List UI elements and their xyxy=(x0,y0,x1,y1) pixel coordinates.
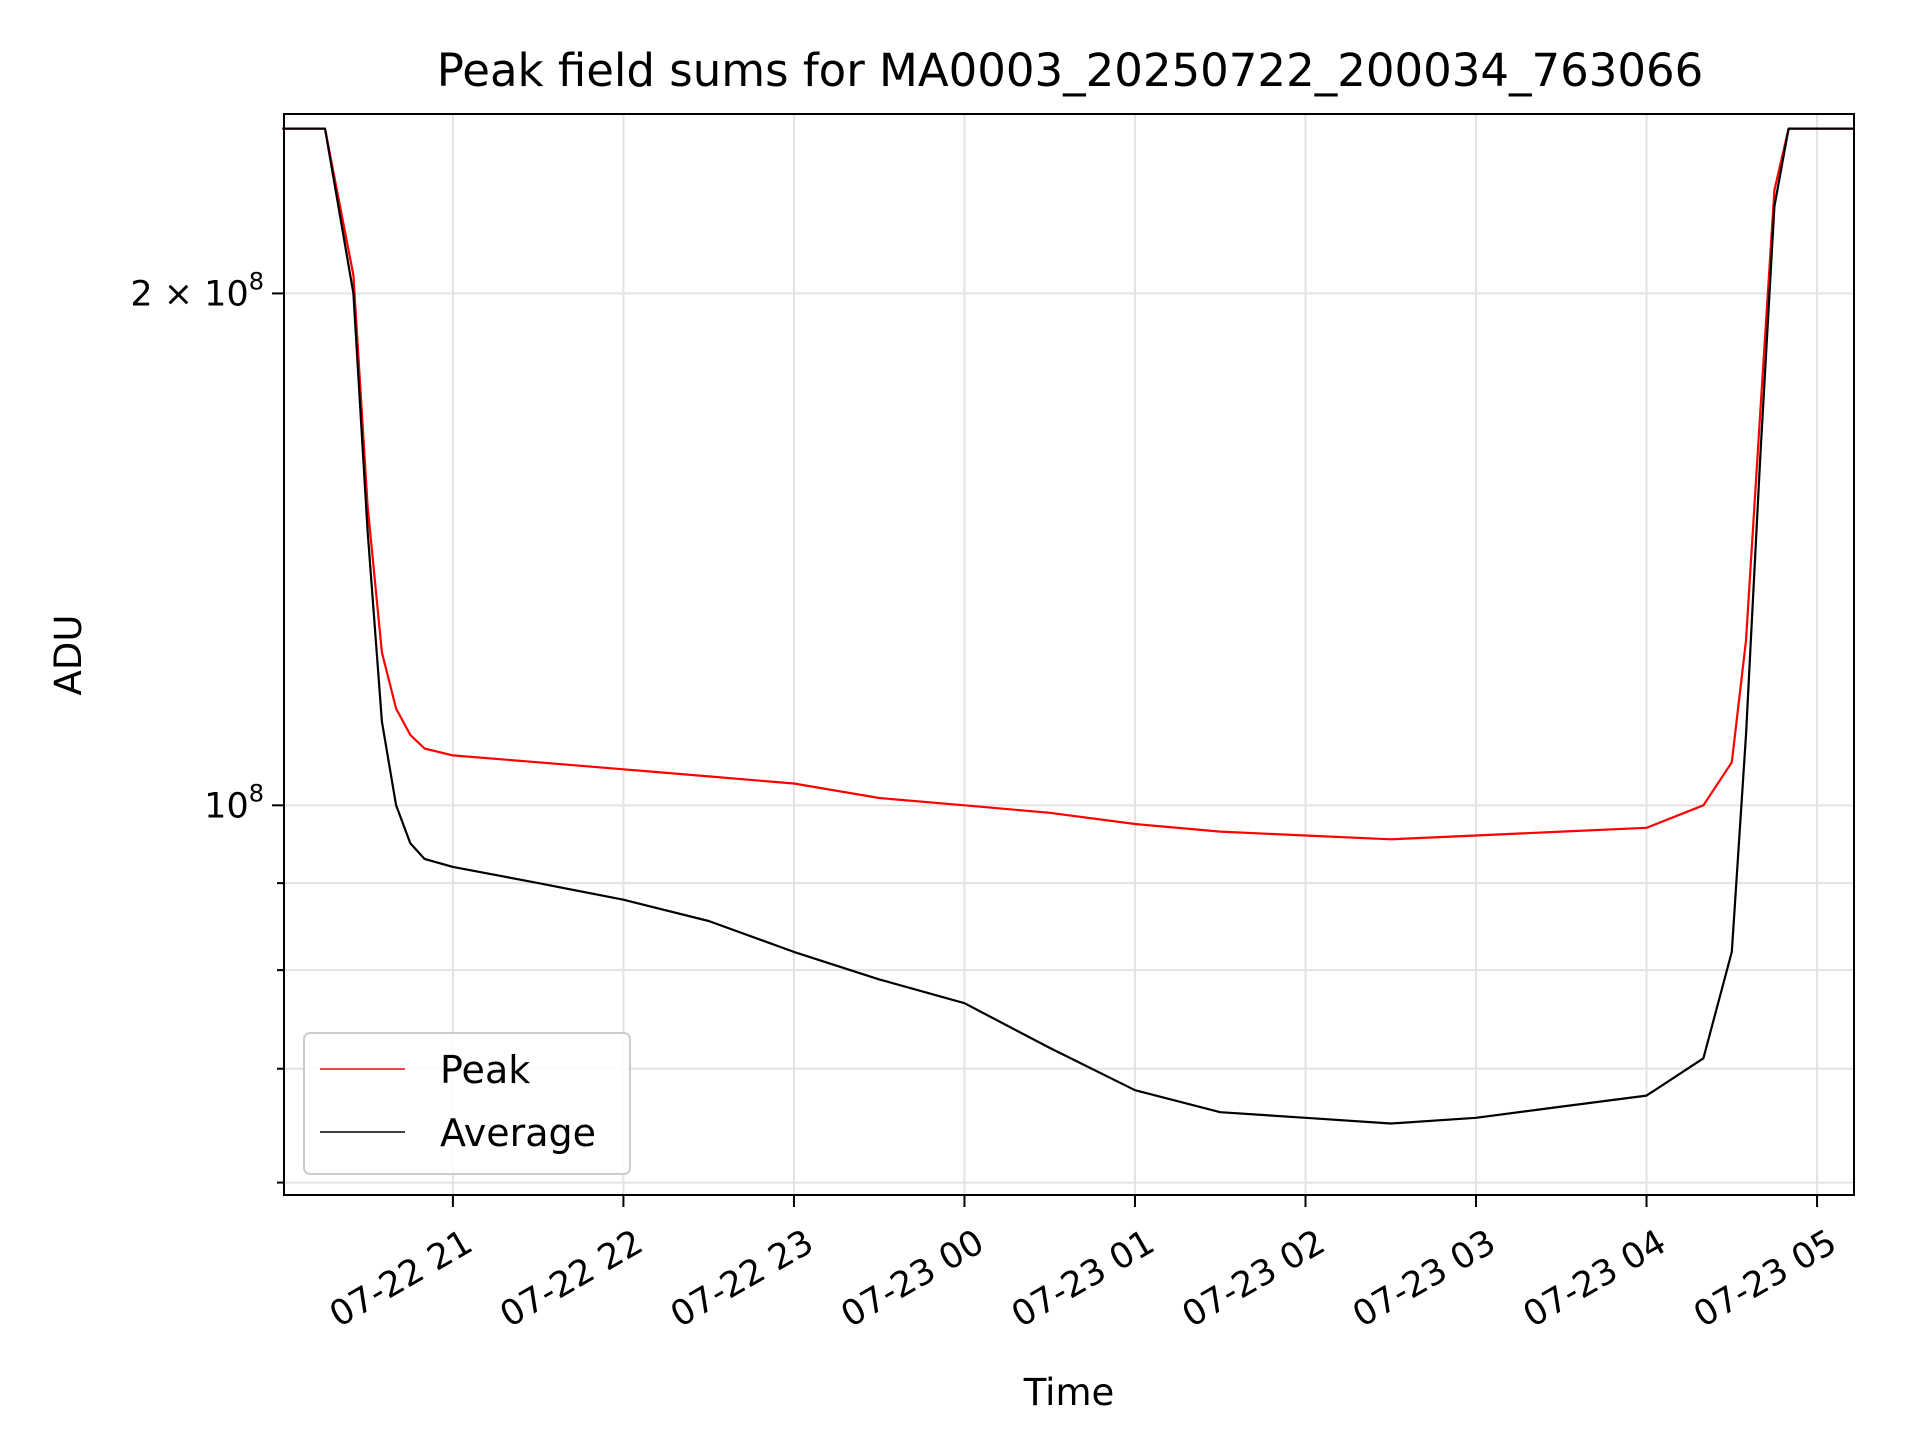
y-tick-label: 2 × 108 xyxy=(130,267,264,314)
x-tick-label: 07-23 01 xyxy=(1005,1222,1161,1335)
x-tick-label: 07-23 04 xyxy=(1517,1222,1673,1335)
legend-label-average: Average xyxy=(440,1111,596,1155)
y-axis-label: ADU xyxy=(47,615,90,696)
series-line-peak xyxy=(282,127,1854,841)
chart-title: Peak field sums for MA0003_20250722_2000… xyxy=(437,44,1704,97)
x-tick-label: 07-22 22 xyxy=(494,1222,650,1335)
x-tick-label: 07-22 21 xyxy=(323,1222,479,1335)
legend-label-peak: Peak xyxy=(440,1048,530,1092)
legend: Peak Average xyxy=(303,1032,631,1175)
y-axis: 108 2 × 108 xyxy=(130,267,284,1184)
x-axis: 07-22 21 07-22 22 07-22 23 07-23 00 07-23 01… xyxy=(323,1195,1844,1336)
x-tick-label: 07-23 02 xyxy=(1176,1222,1332,1335)
x-tick-label: 07-23 03 xyxy=(1346,1222,1502,1335)
x-tick-label: 07-22 23 xyxy=(664,1222,820,1335)
x-tick-label: 07-23 00 xyxy=(835,1222,991,1335)
x-tick-label: 07-23 05 xyxy=(1687,1222,1843,1335)
plot-frame xyxy=(283,113,1855,1196)
series-layer xyxy=(282,127,1854,1125)
y-tick-label: 108 xyxy=(204,779,264,826)
series-line-average xyxy=(282,127,1854,1125)
x-axis-label: Time xyxy=(1023,1371,1115,1414)
